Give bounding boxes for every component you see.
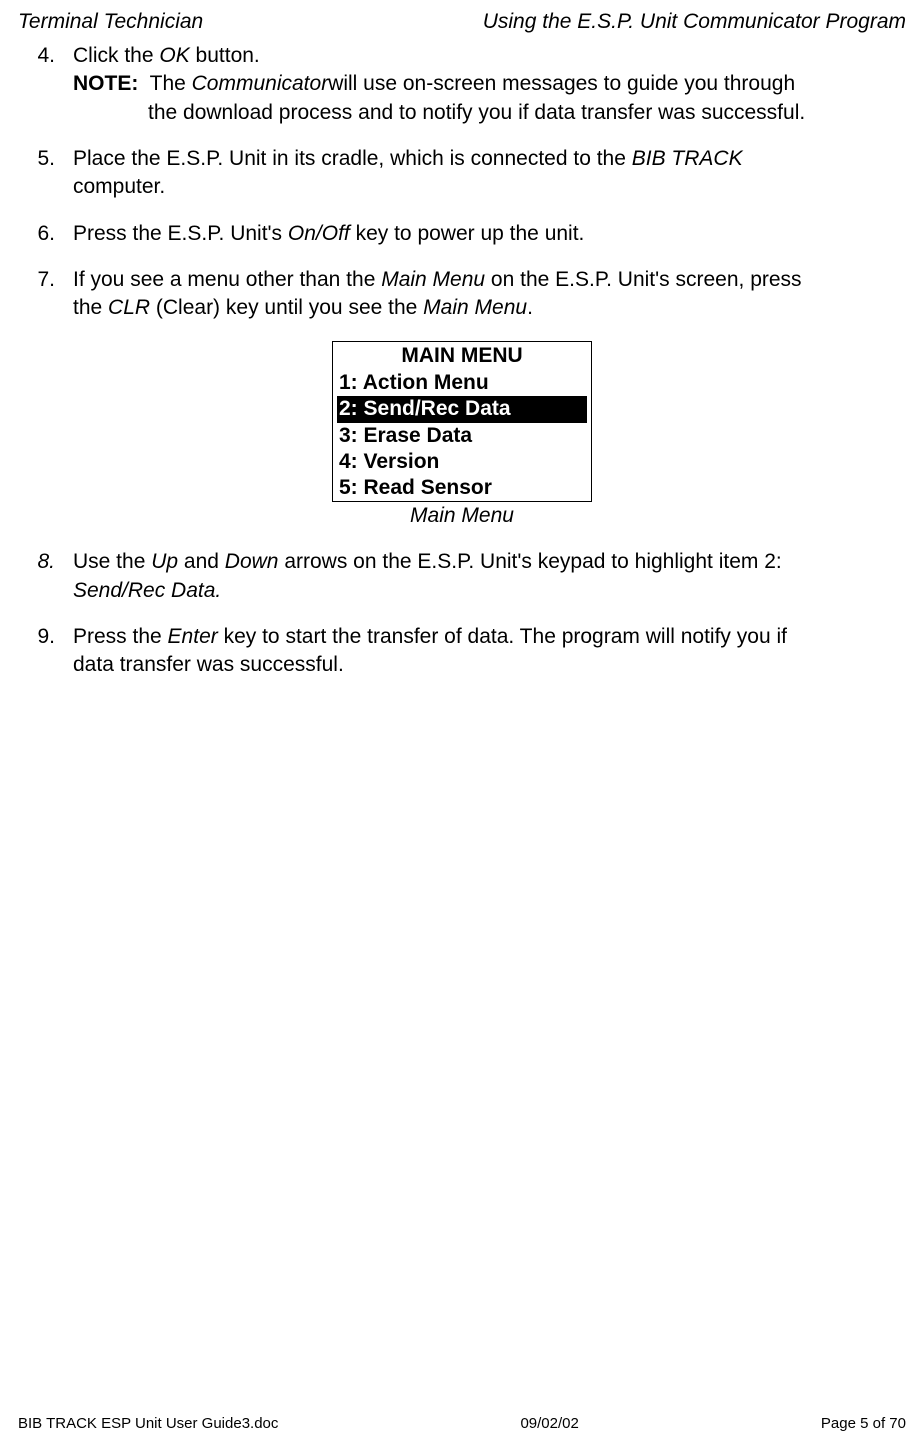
text: data transfer was successful.: [73, 651, 906, 679]
footer-center: 09/02/02: [520, 1415, 578, 1432]
text-italic: On/Off: [288, 222, 350, 245]
note-label: NOTE:: [73, 70, 138, 98]
step-content: Use the Up and Down arrows on the E.S.P.…: [73, 548, 906, 605]
menu-item-3: 3: Erase Data: [333, 423, 591, 449]
step-number: 7.: [18, 266, 73, 323]
footer-left: BIB TRACK ESP Unit User Guide3.doc: [18, 1415, 278, 1432]
note-continuation: the download process and to notify you i…: [73, 99, 906, 127]
step-7: 7. If you see a menu other than the Main…: [18, 266, 906, 323]
step-8: 8. Use the Up and Down arrows on the E.S…: [18, 548, 906, 605]
text: Place the E.S.P. Unit in its cradle, whi…: [73, 147, 632, 170]
text: key to start the transfer of data. The p…: [218, 625, 787, 648]
text: will use on-screen messages to guide you…: [328, 70, 795, 98]
step-content: Press the E.S.P. Unit's On/Off key to po…: [73, 220, 906, 248]
footer-right: Page 5 of 70: [821, 1415, 906, 1432]
text: The: [138, 70, 191, 98]
text: button.: [190, 44, 260, 67]
text: computer.: [73, 173, 906, 201]
step-number: 6.: [18, 220, 73, 248]
text: Press the E.S.P. Unit's: [73, 222, 288, 245]
text: .: [527, 296, 533, 319]
text-italic: Send/Rec Data.: [73, 577, 906, 605]
step-content: Click the OK button. NOTE: The Communica…: [73, 42, 906, 127]
step-number: 9.: [18, 623, 73, 680]
menu-item-5: 5: Read Sensor: [333, 475, 591, 501]
step-number: 4.: [18, 42, 73, 127]
step-content: Press the Enter key to start the transfe…: [73, 623, 906, 680]
text-italic: BIB TRACK: [632, 147, 743, 170]
header-left: Terminal Technician: [18, 10, 203, 34]
step-5: 5. Place the E.S.P. Unit in its cradle, …: [18, 145, 906, 202]
page-footer: BIB TRACK ESP Unit User Guide3.doc 09/02…: [0, 1415, 924, 1432]
main-menu-box: MAIN MENU 1: Action Menu 2: Send/Rec Dat…: [332, 341, 592, 503]
menu-item-1: 1: Action Menu: [333, 370, 591, 396]
text-italic: Down: [225, 550, 279, 573]
step-content: If you see a menu other than the Main Me…: [73, 266, 906, 323]
text-italic: CLR: [108, 296, 150, 319]
text: Use the: [73, 550, 151, 573]
text: the: [73, 296, 108, 319]
text: on the E.S.P. Unit's screen, press: [485, 268, 801, 291]
text: key to power up the unit.: [350, 222, 585, 245]
text: Press the: [73, 625, 168, 648]
text: If you see a menu other than the: [73, 268, 381, 291]
text: Click the: [73, 44, 159, 67]
header-right: Using the E.S.P. Unit Communicator Progr…: [483, 10, 906, 34]
step-number: 8.: [18, 548, 73, 605]
text-italic: Main Menu: [423, 296, 527, 319]
text-italic: OK: [159, 44, 189, 67]
step-content: Place the E.S.P. Unit in its cradle, whi…: [73, 145, 906, 202]
text-italic: Communicator: [192, 70, 329, 98]
text: (Clear) key until you see the: [150, 296, 423, 319]
step-9: 9. Press the Enter key to start the tran…: [18, 623, 906, 680]
text-italic: Up: [151, 550, 178, 573]
menu-item-2-highlighted: 2: Send/Rec Data: [337, 396, 587, 422]
text: and: [178, 550, 225, 573]
menu-caption: Main Menu: [18, 504, 906, 528]
step-number: 5.: [18, 145, 73, 202]
menu-item-4: 4: Version: [333, 449, 591, 475]
page-header: Terminal Technician Using the E.S.P. Uni…: [18, 10, 906, 34]
step-6: 6. Press the E.S.P. Unit's On/Off key to…: [18, 220, 906, 248]
text: arrows on the E.S.P. Unit's keypad to hi…: [279, 550, 782, 573]
step-4: 4. Click the OK button. NOTE: The Commun…: [18, 42, 906, 127]
text-italic: Enter: [168, 625, 218, 648]
text-italic: Main Menu: [381, 268, 485, 291]
menu-title: MAIN MENU: [333, 342, 591, 370]
